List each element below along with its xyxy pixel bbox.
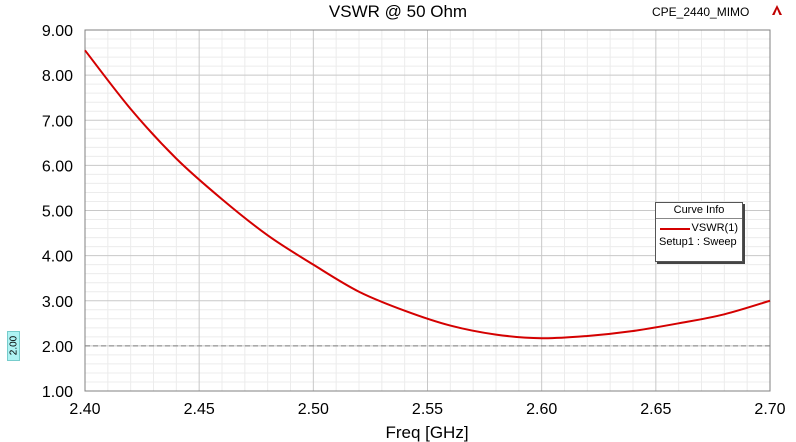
y-tick-label: 7.00 [42,113,73,130]
y-tick-label: 3.00 [42,294,73,311]
y-tick-label: 8.00 [42,68,73,85]
x-tick-labels: 2.40 2.45 2.50 2.55 2.60 2.65 2.70 [69,401,785,418]
x-tick-label: 2.70 [754,401,785,418]
x-tick-label: 2.50 [298,401,329,418]
series-group [84,49,771,340]
project-name: CPE_2440_MIMO [652,5,750,19]
y-tick-label: 9.00 [42,23,73,40]
reference-marker[interactable]: 2.00 [7,331,20,361]
legend-line-swatch [660,228,690,230]
x-tick-label: 2.40 [69,401,100,418]
y-tick-label: 2.00 [42,339,73,356]
x-axis-label: Freq [GHz] [385,423,468,442]
ansys-logo-icon [772,5,782,15]
chart-title: VSWR @ 50 Ohm [328,2,468,21]
legend-setup: Setup1 : Sweep [659,236,737,248]
x-tick-label: 2.60 [526,401,557,418]
y-tick-label: 5.00 [42,204,73,221]
legend-title: Curve Info [656,203,742,219]
y-tick-label: 6.00 [42,158,73,175]
x-tick-label: 2.65 [640,401,671,418]
y-tick-label: 1.00 [42,384,73,401]
plot-area [84,29,771,392]
y-tick-labels: 1.00 2.00 3.00 4.00 5.00 6.00 7.00 8.00 9.00 [42,23,73,401]
y-tick-label: 4.00 [42,249,73,266]
series-line-vswr [84,49,771,340]
curve-info-legend[interactable]: Curve Info VSWR(1) Setup1 : Sweep [655,202,743,262]
legend-entry: VSWR(1) [656,222,742,236]
reference-marker-label: 2.00 [8,335,20,356]
legend-series-name: VSWR(1) [691,222,738,234]
x-tick-label: 2.45 [184,401,215,418]
x-tick-label: 2.55 [412,401,443,418]
